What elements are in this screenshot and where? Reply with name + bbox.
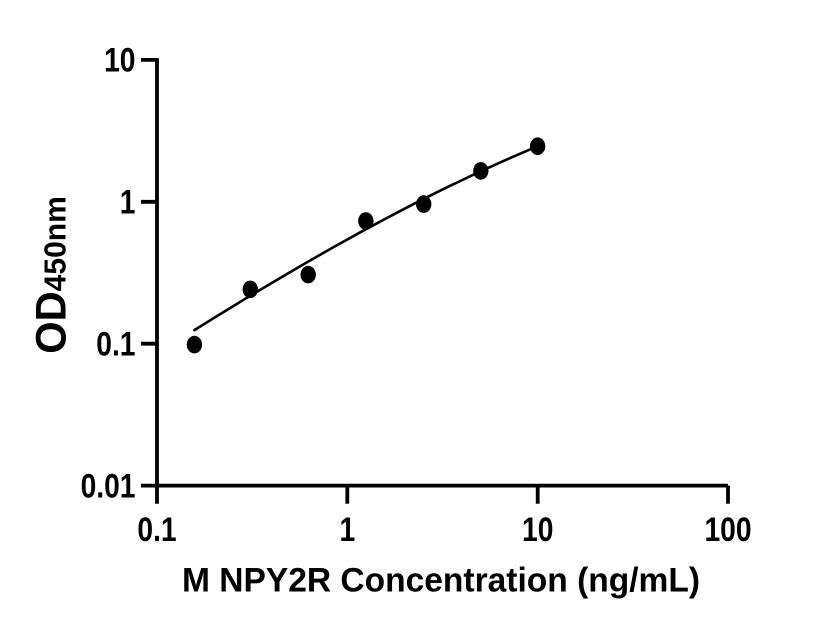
svg-text:M NPY2R Concentration (ng/mL): M NPY2R Concentration (ng/mL) — [182, 561, 700, 599]
svg-text:0.1: 0.1 — [96, 325, 135, 363]
svg-text:0.1: 0.1 — [137, 511, 176, 549]
svg-text:1: 1 — [120, 183, 136, 221]
svg-text:0.01: 0.01 — [81, 467, 136, 505]
svg-text:100: 100 — [704, 511, 751, 549]
svg-text:10: 10 — [104, 41, 135, 79]
svg-text:1: 1 — [339, 511, 355, 549]
svg-text:10: 10 — [522, 511, 553, 549]
